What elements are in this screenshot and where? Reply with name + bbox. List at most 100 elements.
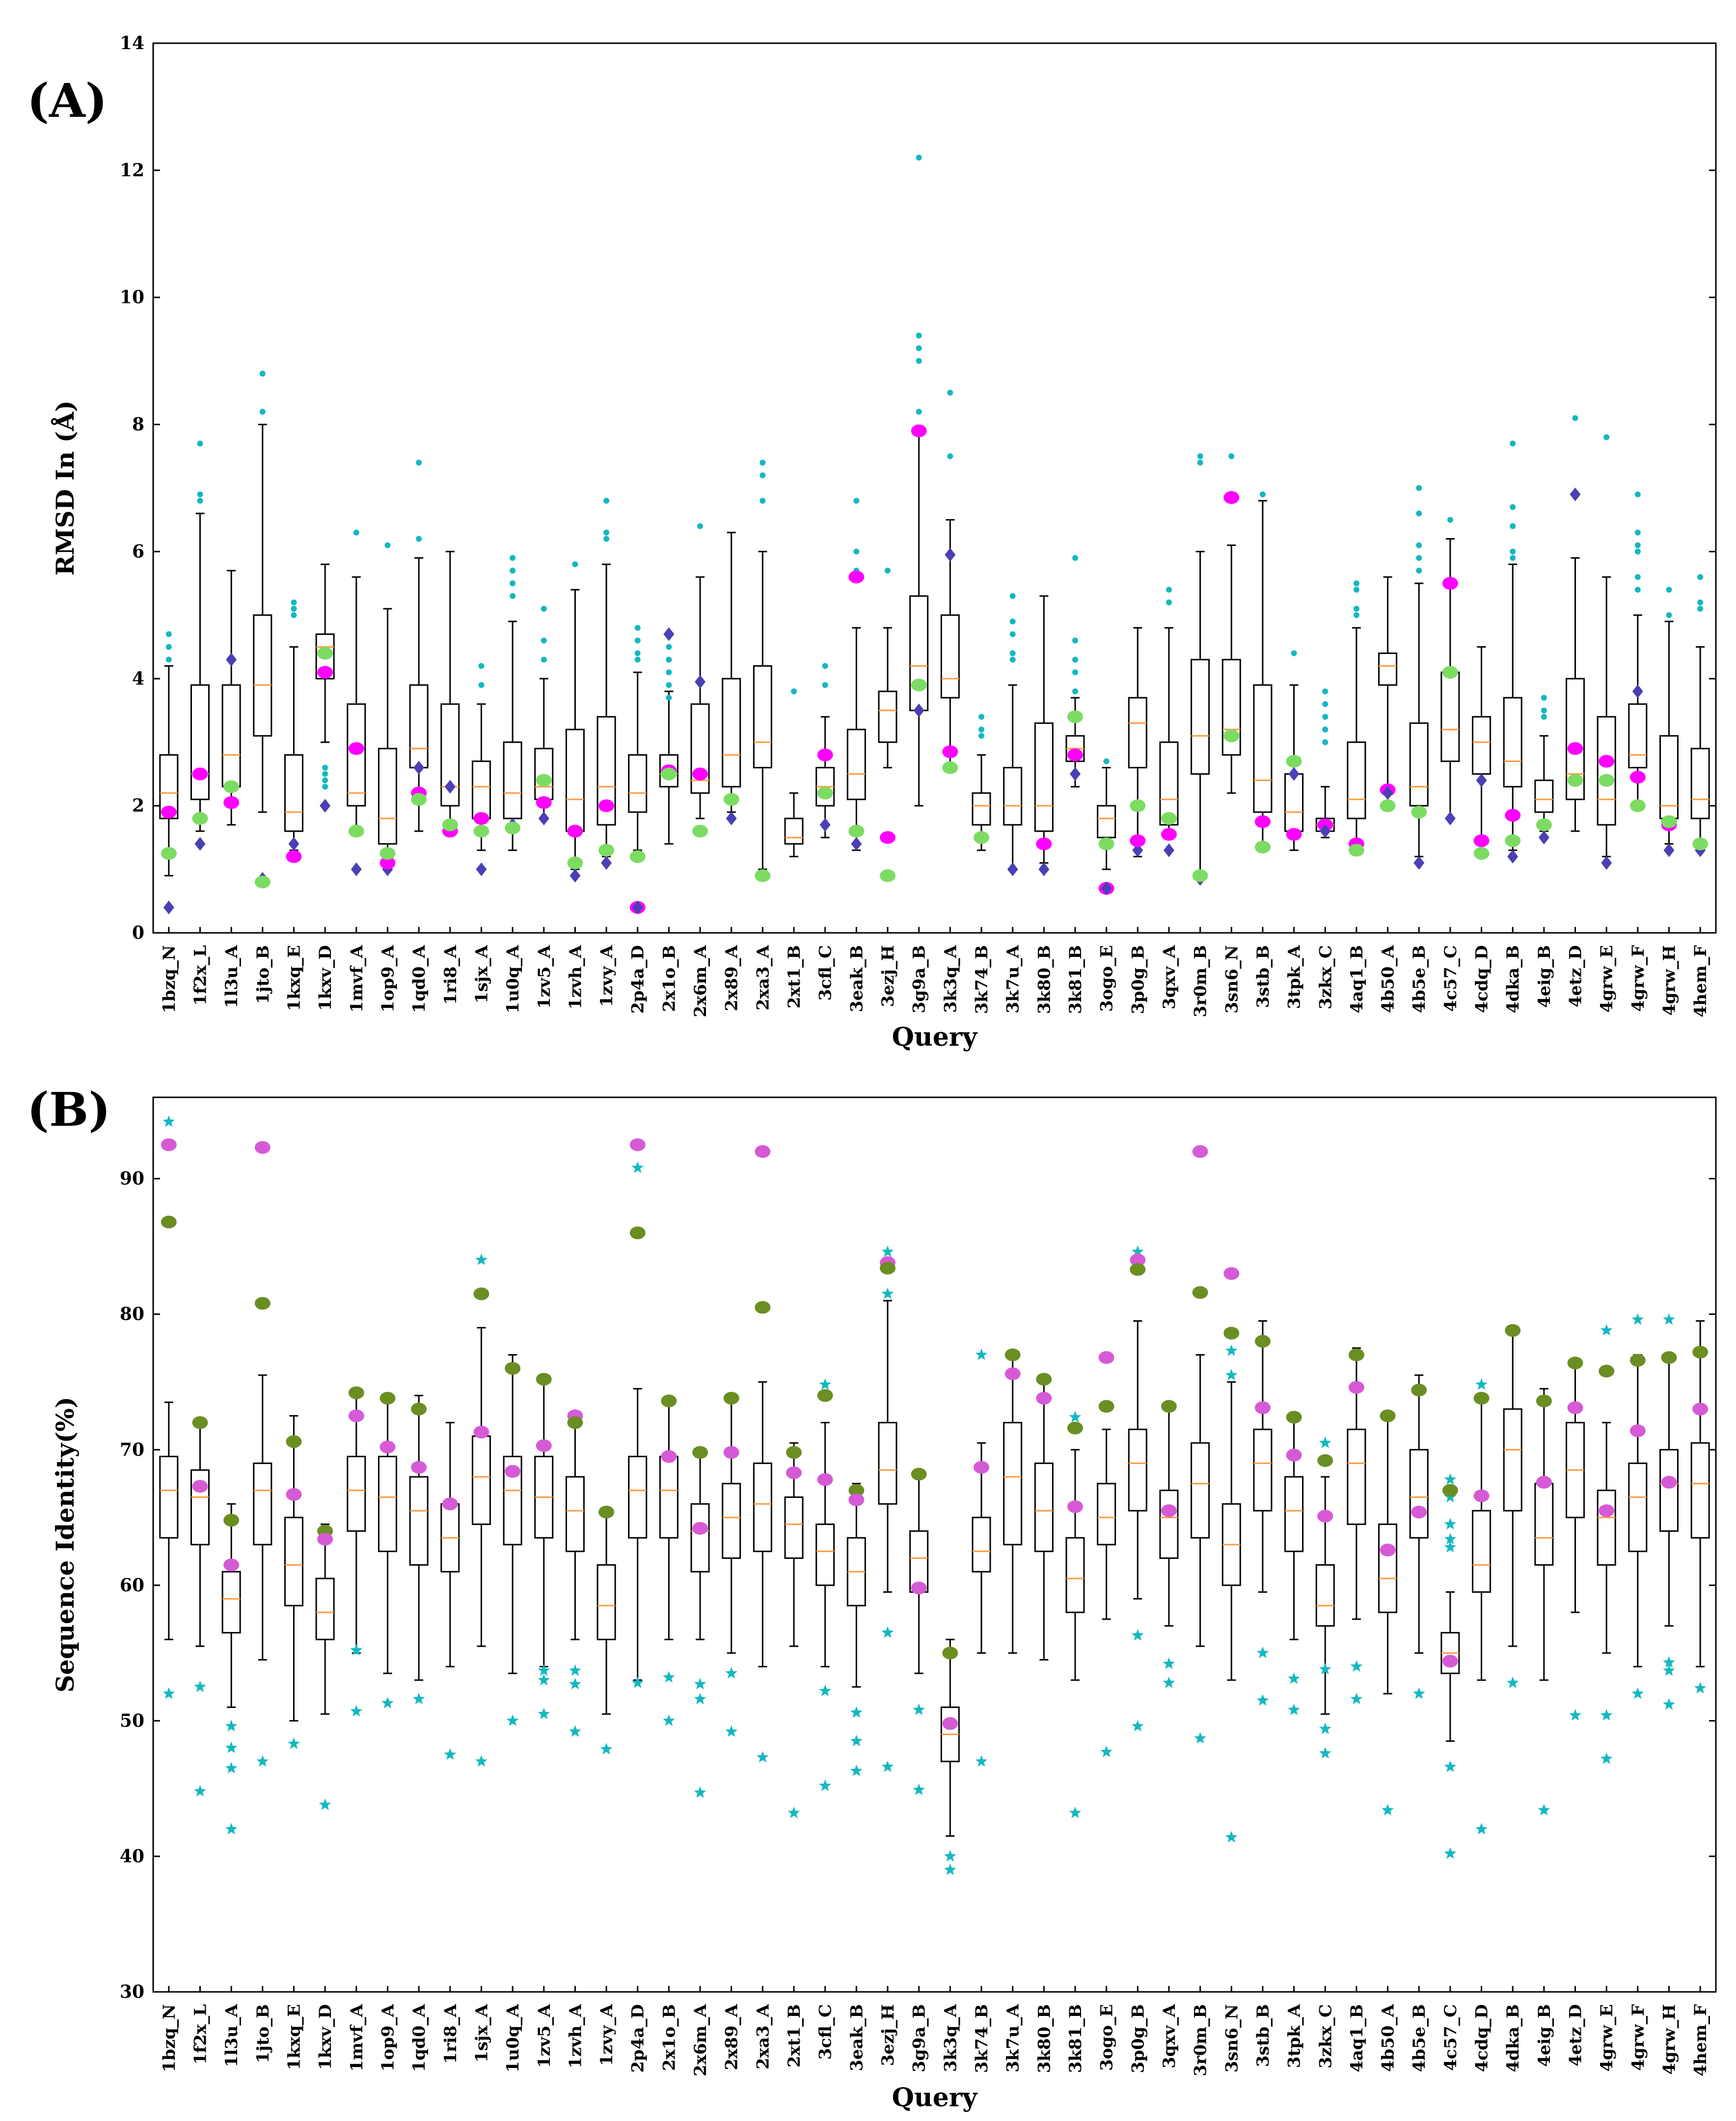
b-outlier-star: [225, 1719, 238, 1732]
a-point-magenta: [1130, 834, 1146, 847]
b-point-olive: [1692, 1345, 1709, 1359]
b-box: [190, 1469, 210, 1546]
a-outlier-star: [1510, 548, 1516, 555]
a-outlier-star: [666, 682, 672, 688]
b-point-olive: [1036, 1373, 1052, 1386]
b-outlier-star: [194, 1785, 206, 1796]
a-category-label: 3ezj_H: [878, 945, 898, 1007]
a-point-magenta: [1505, 809, 1521, 822]
b-outlier-star: [475, 1253, 488, 1265]
a-point-lightgreen: [1661, 815, 1677, 828]
b-outlier-star: [1600, 1324, 1613, 1336]
a-outlier-star: [1009, 631, 1016, 637]
a-outlier-star: [1634, 529, 1641, 536]
a-outlier-star: [697, 523, 704, 529]
b-category-label: 1ri8_A: [441, 2004, 461, 2064]
b-outlier-star: [1350, 1660, 1363, 1672]
b-point-olive: [629, 1226, 646, 1240]
b-point-orchid: [1692, 1402, 1709, 1415]
a-point-lightgreen: [817, 787, 833, 800]
b-category-label: 4hem_F: [1691, 2004, 1710, 2076]
b-category-label: 2p4a_D: [628, 2004, 648, 2073]
b-outlier-star: [225, 1822, 238, 1835]
b-point-orchid: [442, 1497, 458, 1511]
a-box: [784, 817, 804, 845]
a-point-lightgreen: [1254, 841, 1271, 854]
b-category-label: 1sjx_A: [472, 2004, 491, 2062]
a-outlier-star: [322, 764, 328, 771]
a-outlier-star: [1510, 440, 1516, 447]
b-category-label: 1f2x_L: [190, 2004, 210, 2065]
b-outlier-star: [631, 1161, 644, 1173]
b-outlier-star: [225, 1741, 238, 1753]
a-category-label: 3g9a_B: [910, 945, 929, 1013]
b-outlier-star: [694, 1692, 706, 1705]
a-outlier-star: [384, 542, 391, 548]
b-category-label: 4dka_B: [1503, 2004, 1523, 2072]
b-point-orchid: [1130, 1253, 1146, 1267]
a-point-lightgreen: [723, 793, 739, 806]
b-point-olive: [1317, 1454, 1333, 1467]
a-category-label: 1l3u_A: [222, 945, 242, 1008]
b-outlier-star: [725, 1667, 738, 1679]
a-point-lightgreen: [1473, 847, 1490, 860]
a-outlier-star: [1353, 612, 1359, 618]
a-outlier-star: [666, 669, 672, 676]
a-outlier-star: [916, 154, 922, 161]
a-point-magenta: [1442, 577, 1458, 590]
a-box: [1597, 716, 1616, 826]
b-point-orchid: [1442, 1655, 1458, 1668]
b-outlier-star: [1444, 1473, 1457, 1485]
b-box: [1253, 1428, 1273, 1512]
b-outlier-star: [256, 1755, 269, 1767]
a-box: [659, 754, 678, 788]
b-point-olive: [380, 1391, 396, 1405]
a-point-lightgreen: [598, 843, 615, 857]
a-box: [1440, 671, 1460, 762]
a-outlier-star: [1666, 612, 1672, 618]
a-point-violet: [1320, 824, 1331, 838]
a-box: [440, 703, 460, 807]
b-category-label: 1kxv_D: [316, 2004, 335, 2070]
b-outlier-star: [1194, 1732, 1206, 1744]
a-point-lightgreen: [442, 818, 458, 831]
a-outlier-star: [1541, 707, 1547, 713]
b-outlier-star: [757, 1751, 769, 1763]
a-box: [1253, 684, 1273, 813]
b-category-label: 3g9a_B: [910, 2004, 929, 2072]
a-point-magenta: [536, 796, 552, 809]
a-outlier-star: [978, 726, 984, 733]
a-point-violet: [1132, 843, 1143, 857]
b-category-label: 3k81_B: [1066, 2004, 1085, 2073]
b-point-orchid: [1536, 1476, 1552, 1489]
b-point-orchid: [1380, 1544, 1396, 1557]
a-box: [1534, 779, 1554, 813]
b-point-orchid: [692, 1522, 708, 1535]
a-box: [565, 729, 585, 832]
b-category-label: 1l3u_A: [222, 2004, 242, 2067]
b-outlier-star: [1319, 1663, 1331, 1675]
a-point-violet: [538, 812, 549, 826]
b-category-label: 1op9_A: [378, 2004, 398, 2071]
a-point-violet: [601, 856, 612, 870]
a-box: [846, 729, 866, 800]
b-ytick-label: 50: [120, 1711, 144, 1731]
a-outlier-star: [1447, 517, 1453, 523]
b-point-orchid: [817, 1473, 833, 1486]
a-outlier-star: [1072, 669, 1078, 676]
b-box: [815, 1523, 835, 1586]
b-point-olive: [1223, 1327, 1240, 1340]
b-category-label: 1kxq_E: [284, 2004, 304, 2070]
b-point-olive: [1599, 1364, 1615, 1378]
b-category-label: 3eak_B: [847, 2004, 867, 2071]
a-outlier-star: [165, 631, 172, 637]
b-category-label: 1zvy_A: [597, 2004, 617, 2066]
a-box: [722, 678, 741, 788]
a-category-label: 3sn6_N: [1222, 945, 1242, 1013]
a-point-violet: [695, 675, 706, 689]
a-point-violet: [1663, 843, 1675, 857]
b-outlier-star: [1569, 1709, 1581, 1721]
a-outlier-star: [603, 536, 610, 542]
b-point-orchid: [973, 1461, 989, 1474]
a-point-lightgreen: [911, 679, 927, 692]
